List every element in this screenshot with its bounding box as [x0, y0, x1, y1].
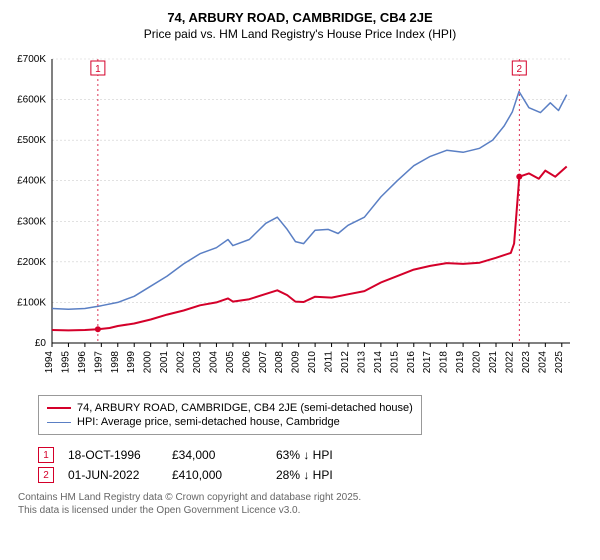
- chart-area: £0 £100K £200K £300K £400K £500K £600K £700K 199…: [10, 51, 580, 391]
- legend-label: HPI: Average price, semi-detached house,…: [77, 416, 340, 428]
- chart-title: 74, ARBURY ROAD, CAMBRIDGE, CB4 2JE: [10, 10, 590, 25]
- marker-delta: 63% ↓ HPI: [276, 448, 366, 462]
- svg-text:1: 1: [95, 64, 101, 75]
- svg-text:2022: 2022: [504, 351, 515, 374]
- legend-swatch: [47, 407, 71, 409]
- marker-date: 18-OCT-1996: [68, 448, 158, 462]
- footnote-line: This data is licensed under the Open Gov…: [18, 504, 590, 517]
- svg-text:2009: 2009: [291, 351, 302, 374]
- svg-text:2024: 2024: [537, 351, 548, 374]
- legend-swatch: [47, 422, 71, 423]
- svg-text:2008: 2008: [274, 351, 285, 374]
- svg-text:2011: 2011: [324, 351, 335, 373]
- svg-text:2018: 2018: [439, 351, 450, 374]
- marker-price: £34,000: [172, 448, 262, 462]
- svg-text:£100K: £100K: [17, 297, 46, 308]
- chart-subtitle: Price paid vs. HM Land Registry's House …: [10, 27, 590, 41]
- marker-table: 1 18-OCT-1996 £34,000 63% ↓ HPI 2 01-JUN-2022…: [38, 447, 590, 483]
- svg-text:2012: 2012: [340, 351, 351, 374]
- marker-badge: 2: [38, 467, 54, 483]
- svg-text:2013: 2013: [356, 351, 367, 374]
- svg-text:1994: 1994: [44, 351, 55, 374]
- svg-text:1999: 1999: [126, 351, 137, 374]
- svg-text:2016: 2016: [406, 351, 417, 374]
- marker-price: £410,000: [172, 468, 262, 482]
- svg-text:1997: 1997: [93, 351, 104, 374]
- svg-text:2014: 2014: [373, 351, 384, 374]
- marker-date: 01-JUN-2022: [68, 468, 158, 482]
- svg-text:2000: 2000: [143, 351, 154, 374]
- svg-text:2019: 2019: [455, 351, 466, 374]
- svg-text:£600K: £600K: [17, 95, 46, 106]
- svg-text:2001: 2001: [159, 351, 170, 374]
- svg-text:2002: 2002: [176, 351, 187, 374]
- marker-delta: 28% ↓ HPI: [276, 468, 366, 482]
- legend-box: 74, ARBURY ROAD, CAMBRIDGE, CB4 2JE (sem…: [38, 395, 422, 435]
- svg-text:£400K: £400K: [17, 176, 46, 187]
- marker-row: 1 18-OCT-1996 £34,000 63% ↓ HPI: [38, 447, 590, 463]
- svg-text:£500K: £500K: [17, 135, 46, 146]
- svg-text:2025: 2025: [554, 351, 565, 374]
- marker-row: 2 01-JUN-2022 £410,000 28% ↓ HPI: [38, 467, 590, 483]
- svg-text:2023: 2023: [521, 351, 532, 374]
- price-chart: £0 £100K £200K £300K £400K £500K £600K £700K 199…: [10, 51, 580, 391]
- svg-text:2003: 2003: [192, 351, 203, 374]
- legend-row: HPI: Average price, semi-detached house,…: [47, 416, 413, 428]
- svg-text:£700K: £700K: [17, 54, 46, 65]
- legend-label: 74, ARBURY ROAD, CAMBRIDGE, CB4 2JE (sem…: [77, 402, 413, 414]
- svg-text:2: 2: [517, 64, 523, 75]
- marker-badge: 1: [38, 447, 54, 463]
- svg-text:2007: 2007: [258, 351, 269, 374]
- svg-text:£300K: £300K: [17, 216, 46, 227]
- svg-text:£200K: £200K: [17, 257, 46, 268]
- svg-text:2020: 2020: [472, 351, 483, 374]
- svg-text:£0: £0: [35, 338, 47, 349]
- svg-text:1995: 1995: [60, 351, 71, 374]
- svg-text:2004: 2004: [208, 351, 219, 374]
- svg-text:2015: 2015: [389, 351, 400, 374]
- svg-text:2010: 2010: [307, 351, 318, 374]
- footnote: Contains HM Land Registry data © Crown c…: [18, 491, 590, 517]
- svg-text:1996: 1996: [77, 351, 88, 374]
- svg-text:2005: 2005: [225, 351, 236, 374]
- legend-row: 74, ARBURY ROAD, CAMBRIDGE, CB4 2JE (sem…: [47, 402, 413, 414]
- svg-text:1998: 1998: [110, 351, 121, 374]
- footnote-line: Contains HM Land Registry data © Crown c…: [18, 491, 590, 504]
- svg-text:2006: 2006: [241, 351, 252, 374]
- svg-text:2021: 2021: [488, 351, 499, 374]
- svg-text:2017: 2017: [422, 351, 433, 374]
